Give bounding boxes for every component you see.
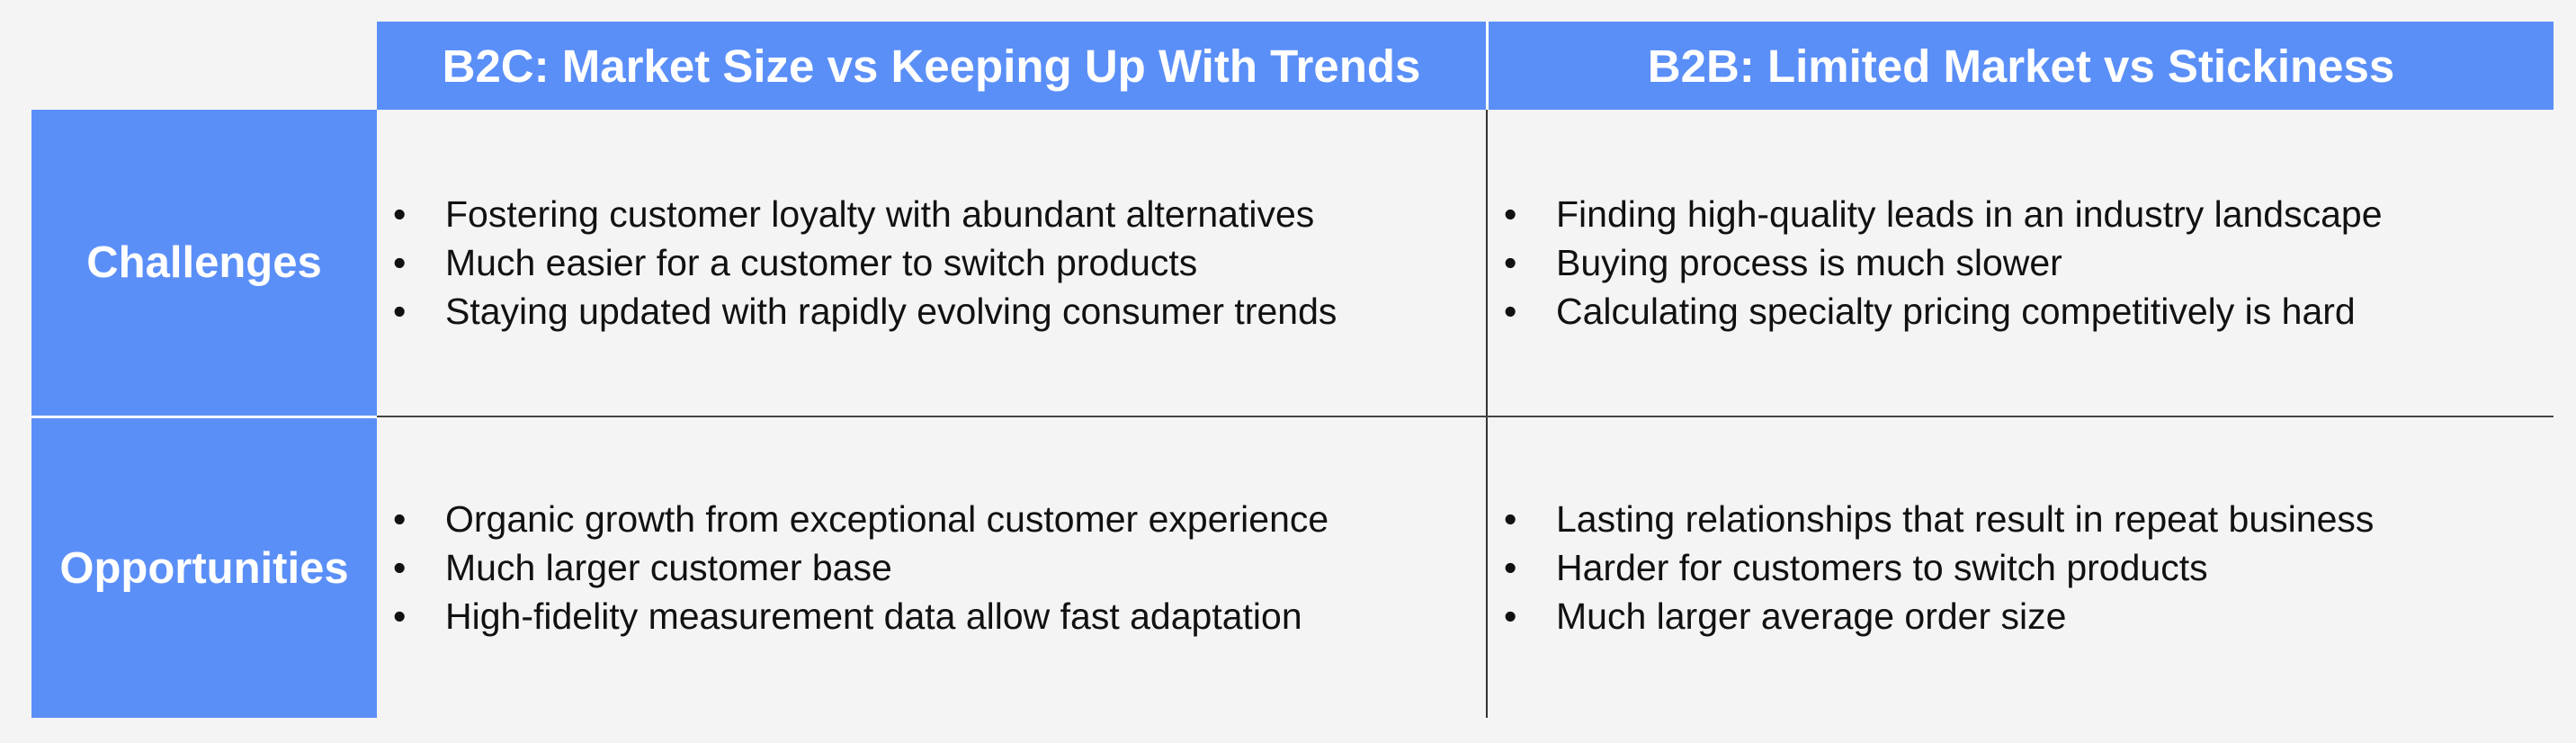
list-item: Lasting relationships that result in rep… (1488, 495, 2374, 543)
list-item: Staying updated with rapidly evolving co… (377, 287, 1337, 336)
bullet-list: Fostering customer loyalty with abundant… (377, 190, 1337, 336)
bullet-list: Organic growth from exceptional customer… (377, 495, 1328, 640)
header-divider (1486, 22, 1489, 110)
list-item: High-fidelity measurement data allow fas… (377, 592, 1328, 640)
cell-b2c-opportunities: Organic growth from exceptional customer… (377, 417, 1486, 718)
row-header-challenges: Challenges (31, 110, 377, 416)
row-divider-line (377, 416, 2554, 417)
list-item: Calculating specialty pricing competitiv… (1488, 287, 2383, 336)
list-item: Much larger average order size (1488, 592, 2374, 640)
cell-b2b-challenges: Finding high-quality leads in an industr… (1488, 110, 2554, 416)
column-header-b2c: B2C: Market Size vs Keeping Up With Tren… (377, 22, 1486, 110)
cell-b2b-opportunities: Lasting relationships that result in rep… (1488, 417, 2554, 718)
cell-b2c-challenges: Fostering customer loyalty with abundant… (377, 110, 1486, 416)
row-header-opportunities: Opportunities (31, 418, 377, 718)
list-item: Buying process is much slower (1488, 238, 2383, 287)
list-item: Much easier for a customer to switch pro… (377, 238, 1337, 287)
column-header-b2b: B2B: Limited Market vs Stickiness (1489, 22, 2554, 110)
bullet-list: Lasting relationships that result in rep… (1488, 495, 2374, 640)
list-item: Harder for customers to switch products (1488, 543, 2374, 592)
list-item: Organic growth from exceptional customer… (377, 495, 1328, 543)
column-header-b2c-label: B2C: Market Size vs Keeping Up With Tren… (442, 40, 1421, 92)
list-item: Fostering customer loyalty with abundant… (377, 190, 1337, 238)
row-header-divider (31, 416, 377, 418)
list-item: Finding high-quality leads in an industr… (1488, 190, 2383, 238)
column-header-b2b-label: B2B: Limited Market vs Stickiness (1647, 40, 2395, 92)
list-item: Much larger customer base (377, 543, 1328, 592)
row-header-challenges-label: Challenges (86, 238, 322, 287)
column-divider-line (1486, 110, 1488, 718)
row-header-opportunities-label: Opportunities (59, 543, 349, 593)
bullet-list: Finding high-quality leads in an industr… (1488, 190, 2383, 336)
